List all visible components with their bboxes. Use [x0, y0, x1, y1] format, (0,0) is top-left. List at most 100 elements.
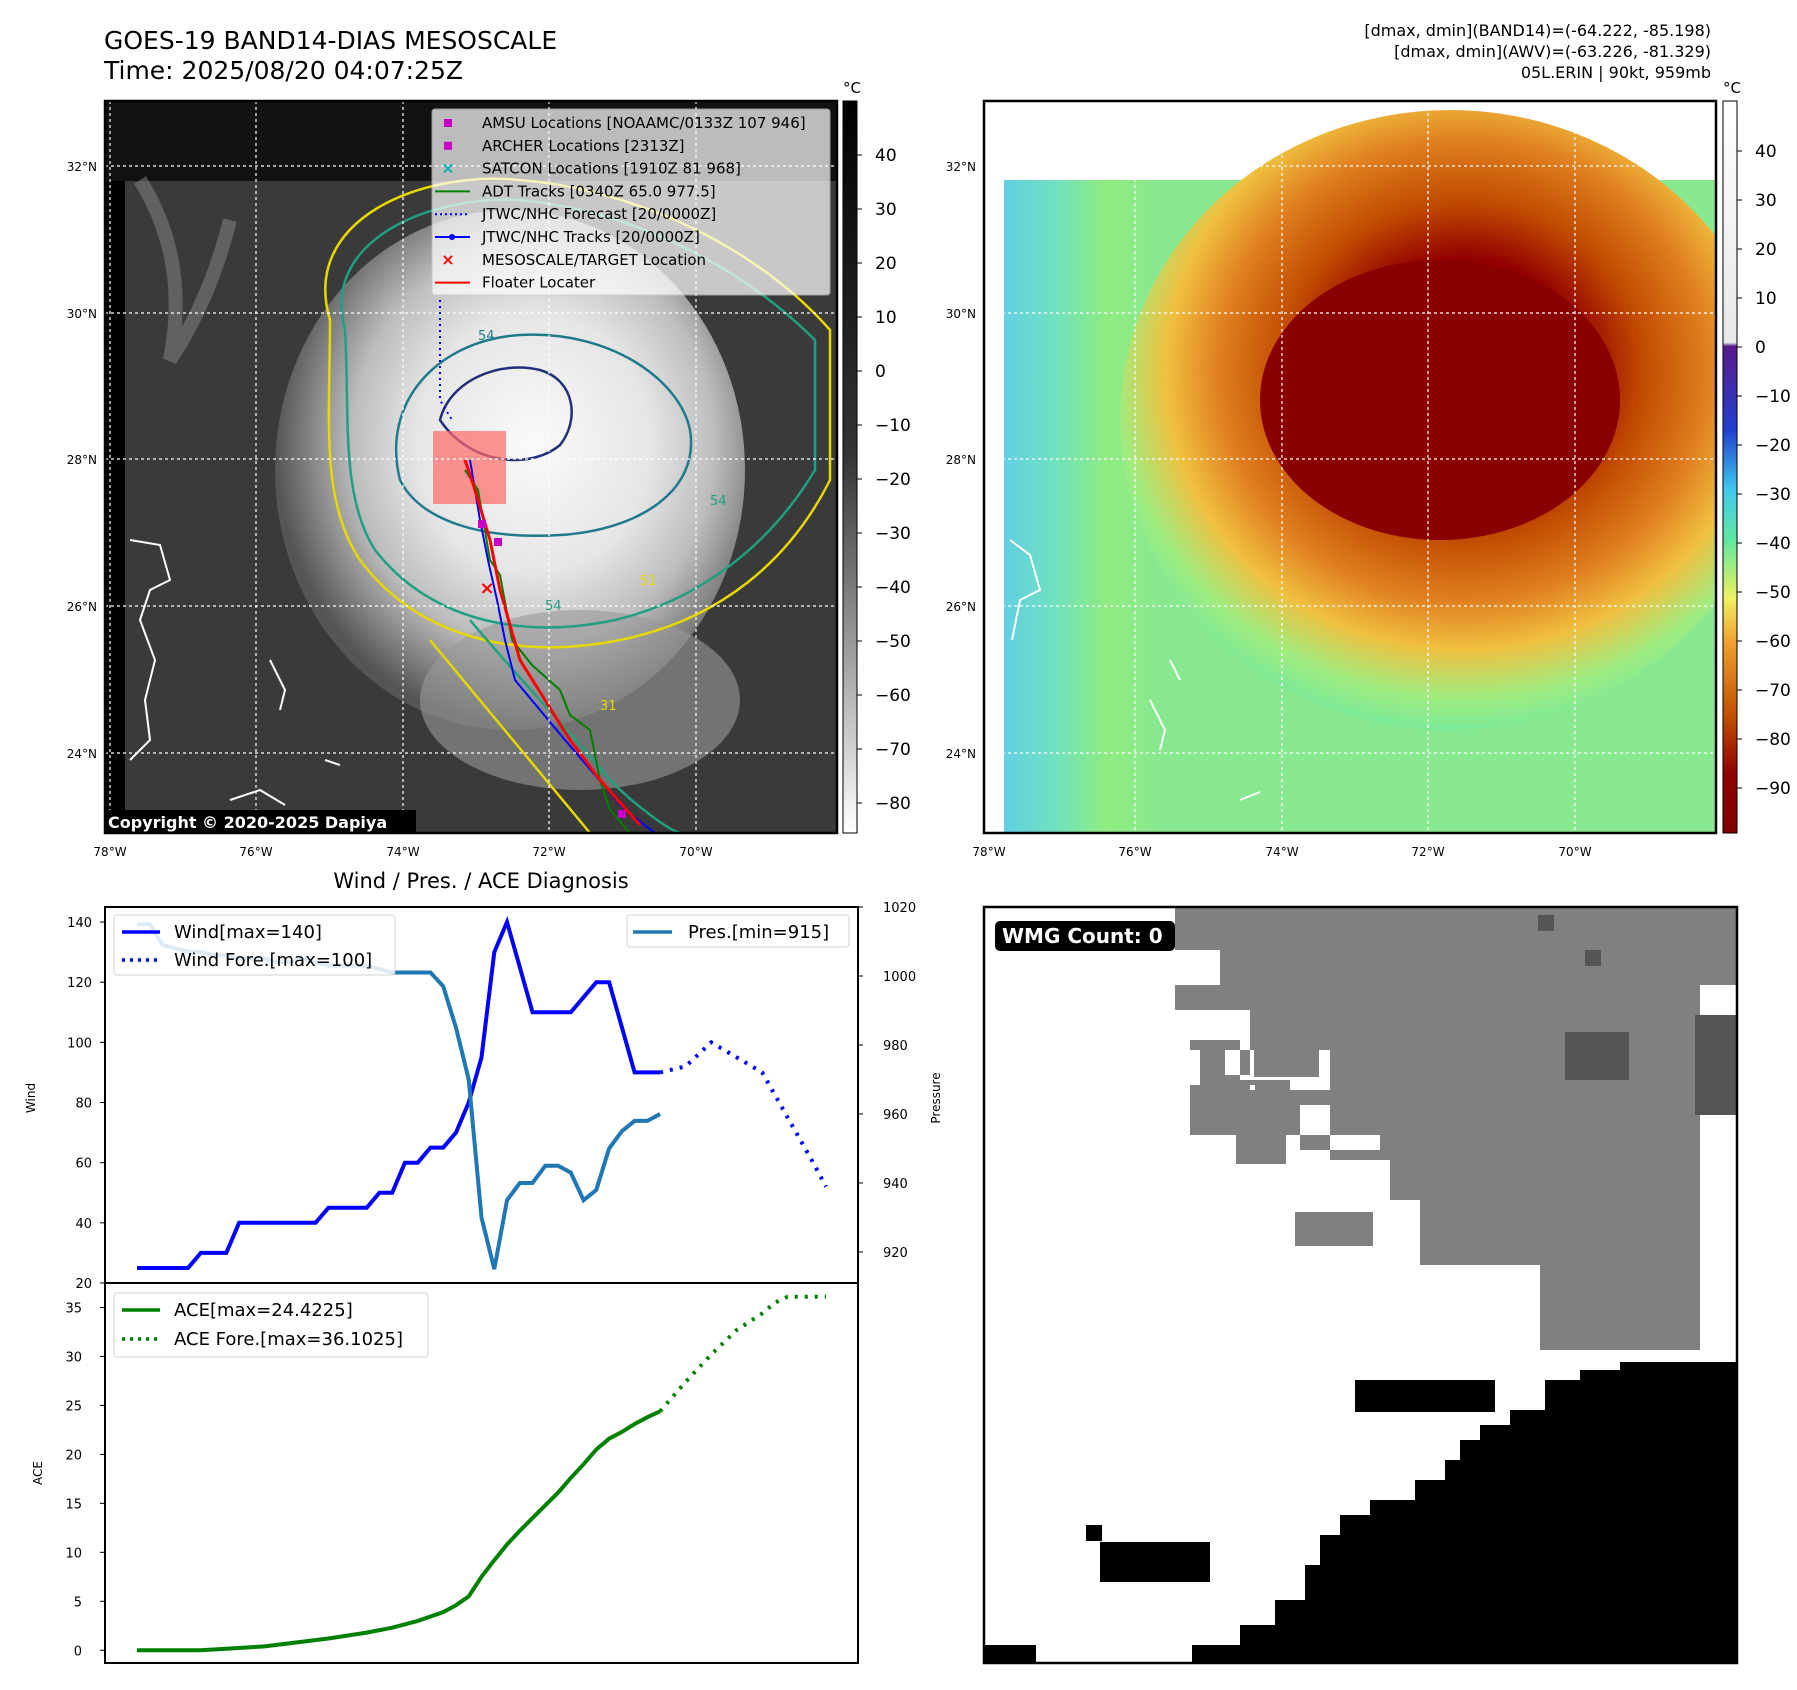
- colorbar-tick-label: −50: [1755, 583, 1791, 603]
- wmg-gray-region: [1175, 907, 1737, 1350]
- ace-tick-label: 0: [74, 1644, 82, 1659]
- lon-label: 78°W: [972, 845, 1005, 859]
- legend-item-label: Floater Locater: [482, 274, 596, 292]
- lon-label: 70°W: [679, 845, 712, 859]
- lat-label: 28°N: [946, 453, 976, 467]
- ir-rainband: [420, 610, 740, 790]
- pressure-tick-label: 1020: [883, 901, 916, 916]
- colorbar-tick-label: 40: [1755, 142, 1777, 162]
- colorbar-tick-label: −10: [875, 416, 911, 436]
- ir-nodata-strip: [105, 101, 125, 833]
- wmg-count: WMG Count: 0: [1002, 924, 1163, 948]
- colorbar-tick-label: −60: [875, 686, 911, 706]
- ace-tick-label: 25: [65, 1399, 82, 1414]
- legend-wind: Wind[max=140]: [174, 922, 322, 943]
- pressure-tick-label: 980: [883, 1039, 908, 1054]
- colorbar-tick-label: −30: [875, 524, 911, 544]
- wmg-black-patch: [1355, 1380, 1495, 1412]
- colorbar-tick-label: −80: [875, 794, 911, 814]
- wmg-black-patch: [984, 1645, 1036, 1663]
- info-band14: [dmax, dmin](BAND14)=(-64.222, -85.198): [1364, 21, 1711, 40]
- wind-legend: Wind[max=140] Wind Fore.[max=100]: [113, 914, 396, 976]
- lon-label: 76°W: [239, 845, 272, 859]
- lon-label: 74°W: [386, 845, 419, 859]
- lat-label: 28°N: [67, 453, 97, 467]
- info-storm: 05L.ERIN | 90kt, 959mb: [1520, 63, 1711, 82]
- legend-symbol: ×: [441, 250, 454, 269]
- legend-item-label: SATCON Locations [1910Z 81 968]: [482, 160, 741, 178]
- title-line-2: Time: 2025/08/20 04:07:25Z: [104, 56, 463, 85]
- legend-symbol: [444, 141, 452, 150]
- wmg-dark-patch: [1585, 950, 1601, 966]
- colorbar-tick-label: −30: [1755, 485, 1791, 505]
- series-line: [658, 1294, 826, 1413]
- ace-tick-label: 10: [65, 1546, 82, 1561]
- pressure-legend: Pres.[min=915]: [626, 914, 850, 948]
- wind-pressure-chart: 140 120 100 80 60 40 20 1020 1000 980 960 940 920 W…: [24, 901, 943, 1292]
- copyright-text: Copyright © 2020-2025 Dapiya: [108, 813, 387, 832]
- awv-colorbar: °C 40 30 20 10 0 −10 −20 −30 −40 −50 −60 −70 −80 −90: [1722, 79, 1791, 834]
- wmg-black-patch: [1545, 1380, 1593, 1410]
- lat-label: 26°N: [946, 600, 976, 614]
- series-line: [659, 1039, 828, 1188]
- archer-marker: [494, 538, 502, 546]
- wind-tick-label: 20: [75, 1277, 92, 1292]
- legend-item-label: ADT Tracks [0340Z 65.0 977.5]: [482, 182, 716, 200]
- wind-tick-label: 100: [67, 1036, 92, 1051]
- amsu-marker: [478, 520, 486, 528]
- wmg-gray-patch: [1254, 1047, 1319, 1077]
- legend-ace-fore: ACE Fore.[max=36.1025]: [174, 1329, 403, 1350]
- colorbar-tick-label: −20: [875, 470, 911, 490]
- legend-item-label: JTWC/NHC Tracks [20/0000Z]: [481, 228, 700, 246]
- contour-label: 54: [478, 329, 495, 344]
- awv-map-frame: [982, 99, 1718, 835]
- ace-chart: 35 30 25 20 15 10 5 0 ACE ACE[max=24.4225] ACE …: [31, 1282, 859, 1664]
- jtwc-forecast: [439, 300, 453, 421]
- ir-contour-teal-band: [469, 619, 681, 833]
- colorbar-tick-label: 30: [875, 200, 897, 220]
- ir-map: × 54 54 51 54 31 AMSU Locations [NOAAMC/…: [105, 101, 837, 833]
- ir-cbar-unit: °C: [843, 79, 861, 97]
- legend-ace: ACE[max=24.4225]: [174, 1300, 353, 1321]
- figure-title: GOES-19 BAND14-DIAS MESOSCALE Time: 2025…: [104, 26, 557, 86]
- contour-label: 31: [600, 699, 617, 714]
- lat-label: 24°N: [67, 747, 97, 761]
- lon-label: 70°W: [1558, 845, 1591, 859]
- ir-coastline-bahamas: [129, 539, 172, 761]
- lon-label: 76°W: [1118, 845, 1151, 859]
- series-line: [137, 1409, 661, 1653]
- colorbar-tick-label: 0: [1755, 338, 1766, 358]
- wind-tick-label: 40: [75, 1217, 92, 1232]
- title-line-1: GOES-19 BAND14-DIAS MESOSCALE: [104, 26, 558, 55]
- wind-axis-label: Wind: [24, 1083, 38, 1113]
- colorbar-tick-label: 10: [875, 308, 897, 328]
- ir-colorbar: °C 40 30 20 10 0 −10 −20 −30 −40 −50 −60 −70 −80: [842, 79, 911, 834]
- ace-tick-label: 5: [74, 1595, 82, 1610]
- target-x-marker: ×: [479, 578, 494, 599]
- floater-locater: [463, 459, 642, 826]
- colorbar-tick-label: −10: [1755, 387, 1791, 407]
- lon-label: 72°W: [532, 845, 565, 859]
- colorbar-tick-label: −90: [1755, 779, 1791, 799]
- wmg-black-region: [1192, 1362, 1737, 1663]
- info-awv: [dmax, dmin](AWV)=(-63.226, -81.329): [1394, 42, 1711, 61]
- ace-tick-label: 20: [65, 1448, 82, 1463]
- awv-coastline-bahamas: [1009, 539, 1042, 641]
- adt-track: [464, 469, 631, 833]
- wmg-dark-patch: [1538, 915, 1554, 931]
- colorbar-tick-label: −50: [875, 632, 911, 652]
- lat-label: 32°N: [67, 160, 97, 174]
- map-legend: AMSU Locations [NOAAMC/0133Z 107 946] ARC…: [431, 108, 831, 296]
- wind-tick-label: 80: [75, 1097, 92, 1112]
- colorbar-tick-label: 40: [875, 146, 897, 166]
- awv-cbar-unit: °C: [1723, 79, 1741, 97]
- awv-coastline-islands: [1149, 659, 1261, 801]
- ir-coastline-islands: [229, 659, 341, 806]
- map-axis-labels: 32°N 32°N 30°N 30°N 28°N 28°N 26°N 26°N 24°N 24°N…: [67, 160, 1592, 859]
- ace-axis-label: ACE: [31, 1461, 45, 1485]
- wmg-dark-patch: [1565, 1032, 1629, 1080]
- copyright-box: [105, 810, 416, 833]
- lon-label: 78°W: [93, 845, 126, 859]
- pressure-axis-label: Pressure: [929, 1072, 943, 1123]
- lat-label: 24°N: [946, 747, 976, 761]
